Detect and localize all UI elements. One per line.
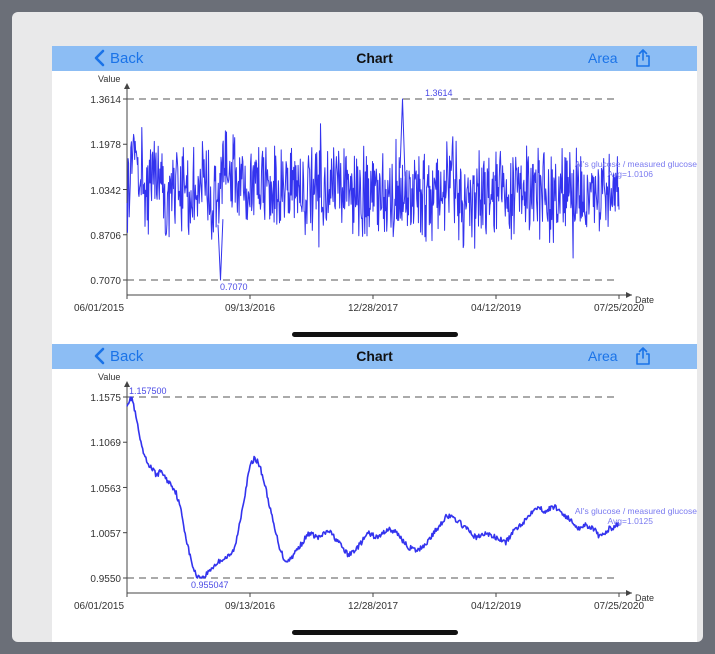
area-button[interactable]: Area [588,50,618,66]
chevron-left-icon [94,49,105,67]
x-tick-label: 07/25/2020 [594,303,644,314]
device-frame: Back Chart Area Value Date 1.3614 1.1978… [12,12,703,642]
series-legend: AI's glucose / measured glucose [575,159,697,169]
max-value-label: 1.157500 [129,386,167,396]
y-tick-label: 0.7070 [90,276,121,287]
series-line [126,396,620,579]
y-axis-arrow [124,83,130,89]
back-label: Back [110,347,144,365]
y-tick-label: 1.1978 [90,140,121,151]
back-label: Back [110,49,144,67]
back-button[interactable]: Back [92,49,143,67]
y-tick-label: 1.3614 [90,95,121,106]
area-button[interactable]: Area [588,348,618,364]
nav-bar: Back Chart Area [52,344,697,369]
y-axis-label: Value [98,372,120,382]
x-tick-label: 09/13/2016 [225,601,275,612]
x-tick-label: 09/13/2016 [225,303,275,314]
x-tick-label: 06/01/2015 [74,303,124,314]
y-tick-label: 1.1575 [90,393,121,404]
chart-panel-1: Back Chart Area Value Date 1.3614 1.1978… [52,46,697,344]
share-icon[interactable] [634,346,652,366]
nav-title: Chart [356,50,393,66]
chart-axes [123,381,632,597]
line-chart: Value Date 1.1575 1.1069 1.0563 1.0057 0… [74,372,697,612]
series-avg-label: Avg=1.0125 [608,516,654,526]
max-value-label: 1.3614 [425,88,453,98]
series-legend: AI's glucose / measured glucose [575,506,697,516]
x-tick-label: 04/12/2019 [471,303,521,314]
chevron-left-icon [94,347,105,365]
series-avg-label: Avg=1.0106 [608,169,654,179]
min-value-label: 0.955047 [191,580,229,590]
series-line [126,98,620,281]
x-axis-arrow [626,292,632,298]
y-tick-label: 0.9550 [90,574,121,585]
x-tick-label: 04/12/2019 [471,601,521,612]
x-axis-arrow [626,590,632,596]
back-button[interactable]: Back [92,347,143,365]
y-tick-label: 0.8706 [90,231,121,242]
min-value-label: 0.7070 [220,282,248,292]
share-icon[interactable] [634,48,652,68]
nav-title: Chart [356,348,393,364]
x-tick-label: 12/28/2017 [348,601,398,612]
x-tick-label: 07/25/2020 [594,601,644,612]
y-tick-label: 1.0057 [90,529,121,540]
y-tick-label: 1.0563 [90,484,121,495]
x-tick-label: 12/28/2017 [348,303,398,314]
y-axis-arrow [124,381,130,387]
chart-axes [123,83,632,299]
y-axis-label: Value [98,74,120,84]
home-indicator [292,332,458,337]
line-chart: Value Date 1.3614 1.1978 1.0342 0.8706 0… [74,74,697,314]
y-tick-label: 1.0342 [90,186,121,197]
nav-bar: Back Chart Area [52,46,697,71]
x-axis-label: Date [635,593,654,603]
x-tick-label: 06/01/2015 [74,601,124,612]
chart-panel-2: Back Chart Area Value Date 1.1575 1.1069… [52,344,697,642]
y-tick-label: 1.1069 [90,438,121,449]
x-axis-label: Date [635,295,654,305]
home-indicator [292,630,458,635]
